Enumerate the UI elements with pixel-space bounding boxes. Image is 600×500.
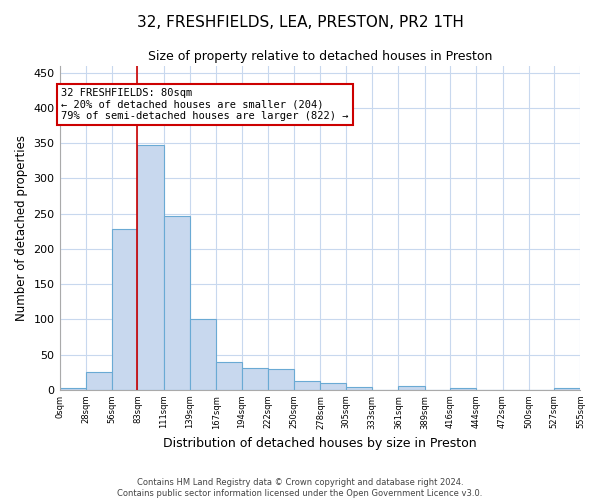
Bar [320, 383, 346, 390]
X-axis label: Distribution of detached houses by size in Preston: Distribution of detached houses by size … [163, 437, 477, 450]
Bar [112, 229, 137, 390]
Bar [346, 387, 372, 390]
Bar [450, 388, 476, 390]
Bar [398, 386, 425, 390]
Bar [554, 388, 580, 390]
Text: 32 FRESHFIELDS: 80sqm
← 20% of detached houses are smaller (204)
79% of semi-det: 32 FRESHFIELDS: 80sqm ← 20% of detached … [61, 88, 349, 122]
Bar [86, 372, 112, 390]
Bar [242, 368, 268, 390]
Text: 32, FRESHFIELDS, LEA, PRESTON, PR2 1TH: 32, FRESHFIELDS, LEA, PRESTON, PR2 1TH [137, 15, 463, 30]
Bar [164, 216, 190, 390]
Text: Contains HM Land Registry data © Crown copyright and database right 2024.
Contai: Contains HM Land Registry data © Crown c… [118, 478, 482, 498]
Bar [268, 368, 294, 390]
Title: Size of property relative to detached houses in Preston: Size of property relative to detached ho… [148, 50, 492, 63]
Y-axis label: Number of detached properties: Number of detached properties [15, 134, 28, 320]
Bar [137, 145, 164, 390]
Bar [294, 382, 320, 390]
Bar [216, 362, 242, 390]
Bar [59, 388, 86, 390]
Bar [190, 320, 216, 390]
